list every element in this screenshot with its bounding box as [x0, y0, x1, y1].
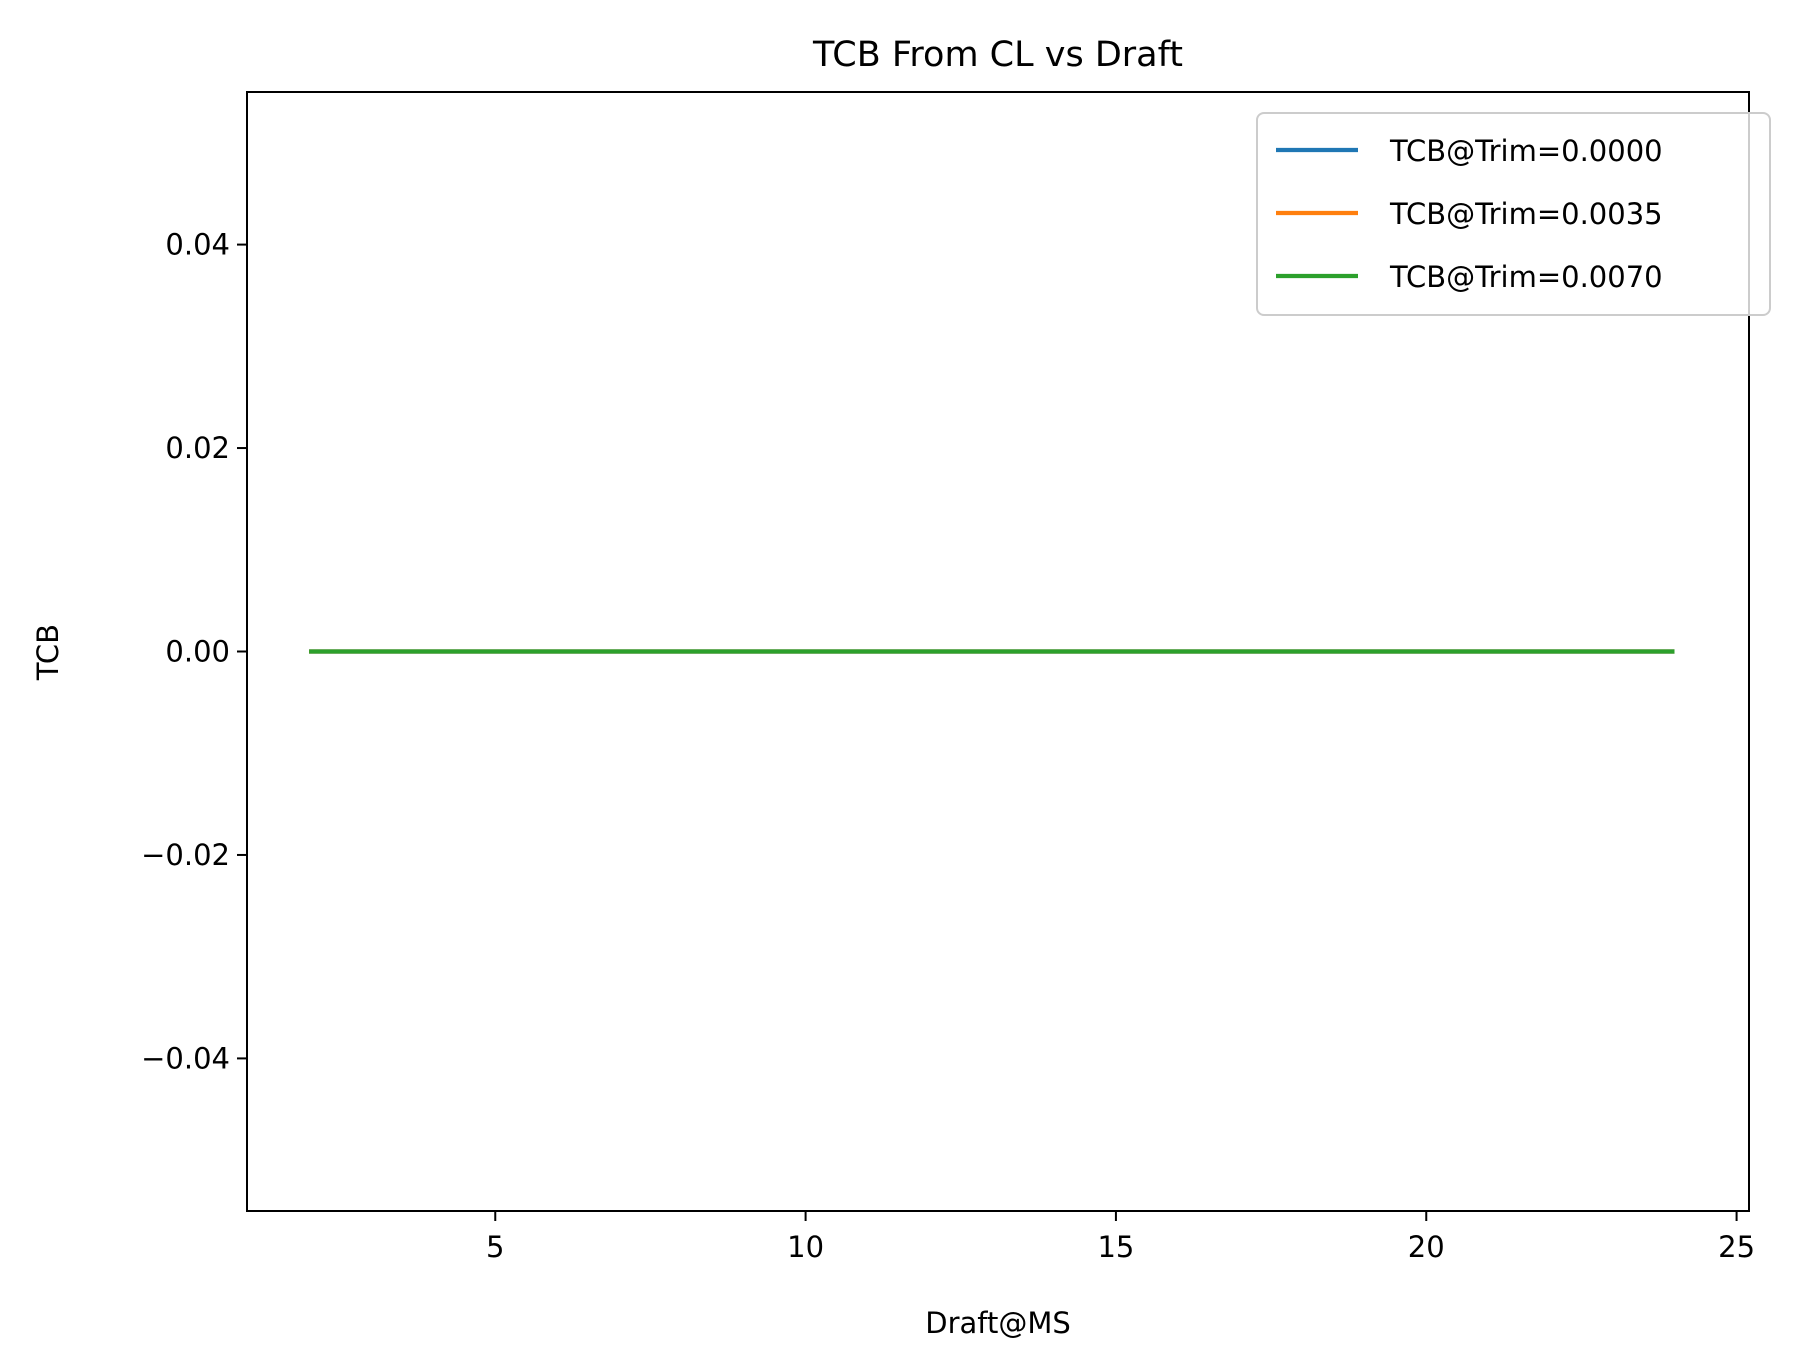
y-tick-label: 0.02 [165, 431, 230, 465]
y-tick-label: 0.04 [165, 228, 230, 262]
x-axis-ticks: 5 10 15 20 25 [486, 1211, 1755, 1264]
y-axis-label: TCB [31, 624, 65, 681]
y-tick-label: −0.04 [141, 1041, 230, 1075]
x-tick-label: 10 [787, 1230, 824, 1264]
chart-title: TCB From CL vs Draft [812, 35, 1183, 75]
x-tick-label: 15 [1097, 1230, 1134, 1264]
x-tick-label: 20 [1408, 1230, 1445, 1264]
legend-label: TCB@Trim=0.0070 [1389, 260, 1663, 294]
y-axis-ticks: −0.04 −0.02 0.00 0.02 0.04 [141, 228, 247, 1075]
legend-label: TCB@Trim=0.0000 [1389, 134, 1663, 168]
x-tick-label: 25 [1718, 1230, 1755, 1264]
legend: TCB@Trim=0.0000 TCB@Trim=0.0035 TCB@Trim=0… [1256, 112, 1771, 316]
legend-box [1256, 112, 1771, 316]
y-tick-label: 0.00 [165, 635, 230, 669]
y-tick-label: −0.02 [141, 838, 230, 872]
x-axis-label: Draft@MS [925, 1306, 1071, 1340]
x-tick-label: 5 [486, 1230, 504, 1264]
legend-label: TCB@Trim=0.0035 [1389, 197, 1663, 231]
